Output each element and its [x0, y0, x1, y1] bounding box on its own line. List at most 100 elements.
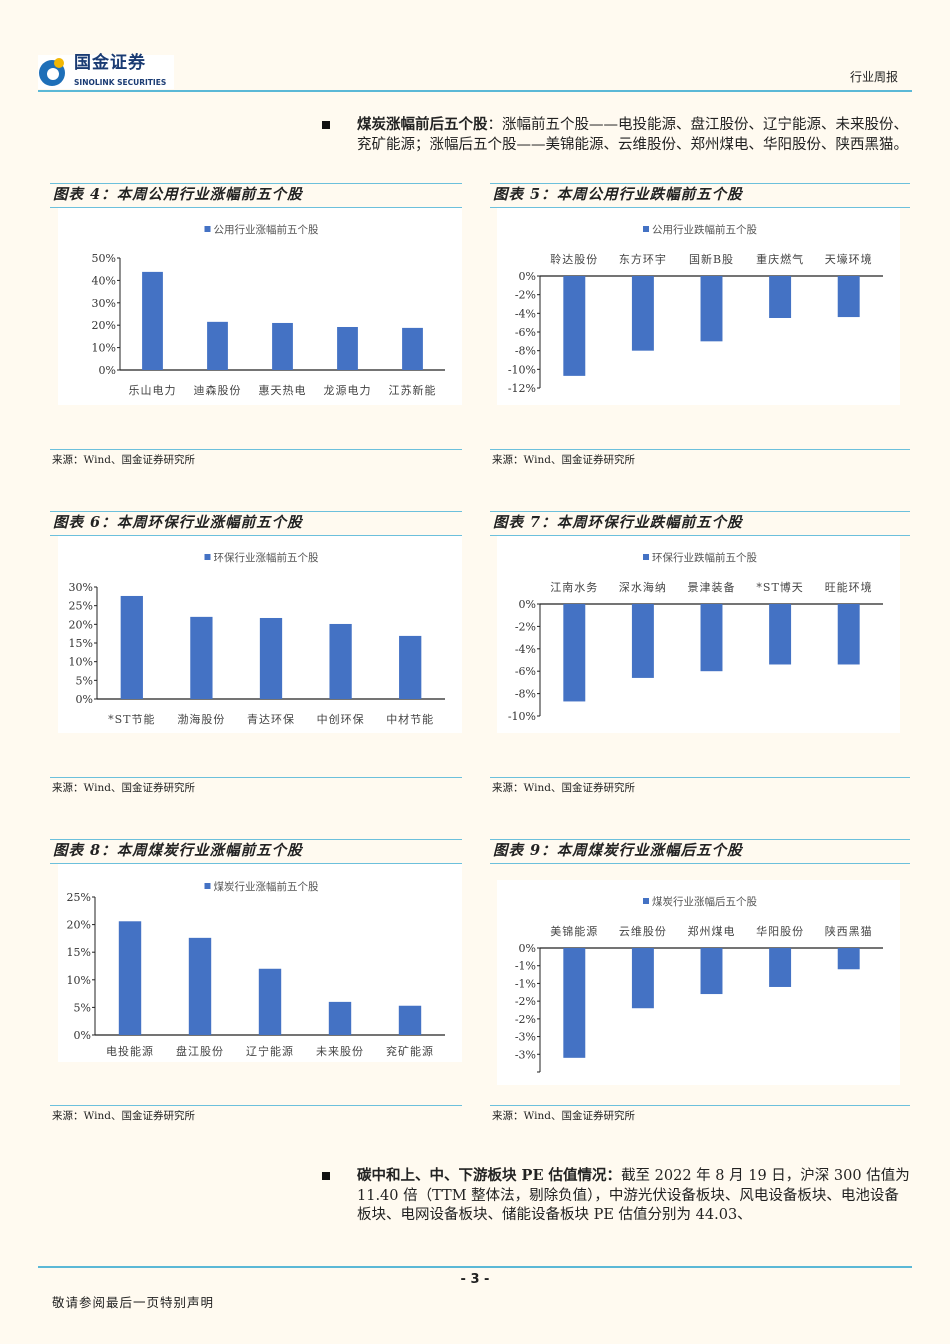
figure-title: 图表 7：本周环保行业跌幅前五个股 [493, 514, 743, 531]
y-tick-label: -2% [515, 289, 536, 302]
title-rule-top [490, 511, 910, 512]
title-rule-top [490, 839, 910, 840]
bar-深水海纳 [631, 604, 654, 678]
bar-盘江股份 [188, 937, 212, 1035]
y-tick-label: 0% [519, 598, 536, 611]
chart-area: 环保行业跌幅前五个股 0% -2% -4% -6% -8% -10% 江南水务 深水海纳 景津装备… [497, 536, 900, 733]
bar-旺能环境 [837, 604, 860, 665]
source-rule [50, 449, 462, 450]
figure-title: 图表 5：本周公用行业跌幅前五个股 [493, 186, 743, 203]
bar-中材节能 [399, 635, 422, 699]
legend-swatch [643, 226, 649, 232]
x-category-label: 未来股份 [316, 1045, 364, 1058]
chart-source: 来源：Wind、国金证券研究所 [52, 782, 195, 794]
y-tick-label: -10% [508, 710, 536, 723]
legend-label: 煤炭行业涨幅后五个股 [652, 895, 757, 908]
y-tick-label: -12% [508, 382, 536, 395]
y-tick-label: 0% [76, 693, 93, 706]
bar-未来股份 [328, 1001, 352, 1035]
bar-兖矿能源 [398, 1005, 422, 1035]
bar-渤海股份 [190, 616, 213, 699]
source-rule [490, 449, 910, 450]
legend: 公用行业跌幅前五个股 [643, 223, 757, 236]
chart-area: 煤炭行业涨幅后五个股 0% -1% -1% -2% -2% -3% -3% 美锦能源 云维股份 郑州… [497, 880, 900, 1085]
title-rule-bottom [490, 535, 910, 536]
bar-chart: 煤炭行业涨幅后五个股 0% -1% -1% -2% -2% -3% -3% 美锦能源 云维股份 郑州… [515, 895, 883, 1073]
y-tick-label: 5% [74, 1001, 91, 1014]
y-tick-label: 20% [67, 919, 91, 932]
title-rule-top [50, 839, 462, 840]
figure-title: 图表 6：本周环保行业涨幅前五个股 [53, 514, 303, 531]
bar-青达环保 [259, 617, 283, 699]
x-category-label: 美锦能源 [550, 924, 598, 938]
x-category-label: 江南水务 [550, 581, 598, 594]
x-category-label: 兖矿能源 [386, 1044, 434, 1058]
para-bold: 碳中和上、中、下游板块 PE 估值情况： [357, 1167, 622, 1184]
x-category-label: 江苏新能 [389, 383, 437, 397]
pe-paragraph: 碳中和上、中、下游板块 PE 估值情况：截至 2022 年 8 月 19 日，沪… [357, 1166, 912, 1226]
bar-chart: 煤炭行业涨幅前五个股 0% 5% 10% 15% 20% 25% 电投能源 盘江股份 辽宁能源 未来… [67, 880, 445, 1058]
title-rule-bottom [50, 207, 462, 208]
y-tick-label: -1% [515, 960, 536, 973]
bar-国新B股 [700, 276, 723, 342]
x-category-label: 重庆燃气 [756, 252, 804, 266]
y-tick-label: -2% [515, 995, 536, 1008]
y-tick-label: 30% [69, 581, 93, 594]
x-category-label: 龙源电力 [324, 383, 372, 397]
x-category-label: 云维股份 [619, 925, 667, 938]
x-category-label: 乐山电力 [129, 384, 177, 397]
x-category-label: 华阳股份 [756, 924, 804, 938]
title-rule-top [50, 183, 462, 184]
legend-swatch [204, 226, 211, 232]
para-bold: 煤炭涨幅前后五个股 [357, 116, 488, 133]
bar-景津装备 [700, 604, 723, 672]
y-tick-label: -1% [515, 977, 536, 990]
bar-乐山电力 [142, 271, 163, 370]
chart-source: 来源：Wind、国金证券研究所 [492, 1110, 635, 1122]
source-rule [50, 777, 462, 778]
bar-龙源电力 [337, 326, 358, 370]
bullet [322, 1172, 330, 1180]
bar-江苏新能 [402, 327, 423, 370]
coal-paragraph: 煤炭涨幅前后五个股：涨幅前五个股——电投能源、盘江股份、辽宁能源、未来股份、兖矿… [357, 115, 912, 155]
y-tick-label: 20% [69, 618, 93, 631]
bullet [322, 121, 330, 129]
source-rule [490, 777, 910, 778]
bar-迪森股份 [207, 321, 228, 370]
disclaimer: 敬请参阅最后一页特别声明 [52, 1295, 215, 1310]
y-tick-label: 10% [67, 974, 91, 987]
x-category-label: 东方环宇 [619, 252, 667, 266]
y-tick-label: -3% [515, 1031, 536, 1044]
x-category-label: 国新B股 [689, 252, 734, 266]
chart-source: 来源：Wind、国金证券研究所 [492, 782, 635, 794]
page-number: - 3 - [460, 1272, 490, 1287]
source-rule [50, 1105, 462, 1106]
y-tick-label: -4% [515, 643, 536, 656]
logo-text-cn: 国金证券 [74, 53, 146, 73]
bar-电投能源 [118, 921, 142, 1035]
y-tick-label: 0% [519, 270, 536, 283]
y-tick-label: 25% [69, 600, 93, 613]
y-tick-label: -2% [515, 1013, 536, 1026]
x-category-label: 景津装备 [688, 580, 736, 594]
title-rule-top [490, 183, 910, 184]
legend: 环保行业跌幅前五个股 [643, 551, 757, 564]
x-category-label: 辽宁能源 [246, 1044, 294, 1058]
x-category-label: 深水海纳 [619, 580, 667, 594]
x-category-label: 电投能源 [106, 1044, 154, 1058]
para-text: 截至 2022 年 8 月 19 日，沪深 300 估值为 11.40 倍（TT… [357, 1168, 910, 1223]
figure-title: 图表 9：本周煤炭行业涨幅后五个股 [493, 842, 743, 859]
title-rule-bottom [50, 535, 462, 536]
bar-chart: 环保行业涨幅前五个股 0% 5% 10% 15% 20% 25% 30% *ST节能 渤海股份 青达… [69, 551, 445, 726]
para-text: ：涨幅前五个股——电投能源、盘江股份、辽宁能源、未来股份、兖矿能源；涨幅后五个股… [357, 117, 908, 153]
y-tick-label: -6% [515, 665, 536, 678]
y-tick-label: -8% [515, 688, 536, 701]
y-tick-label: 20% [92, 319, 116, 332]
title-rule-bottom [50, 863, 462, 864]
legend-swatch [643, 554, 649, 560]
x-category-label: 旺能环境 [825, 580, 873, 594]
bar-惠天热电 [272, 322, 293, 370]
title-rule-bottom [490, 207, 910, 208]
bar-中创环保 [329, 623, 352, 699]
